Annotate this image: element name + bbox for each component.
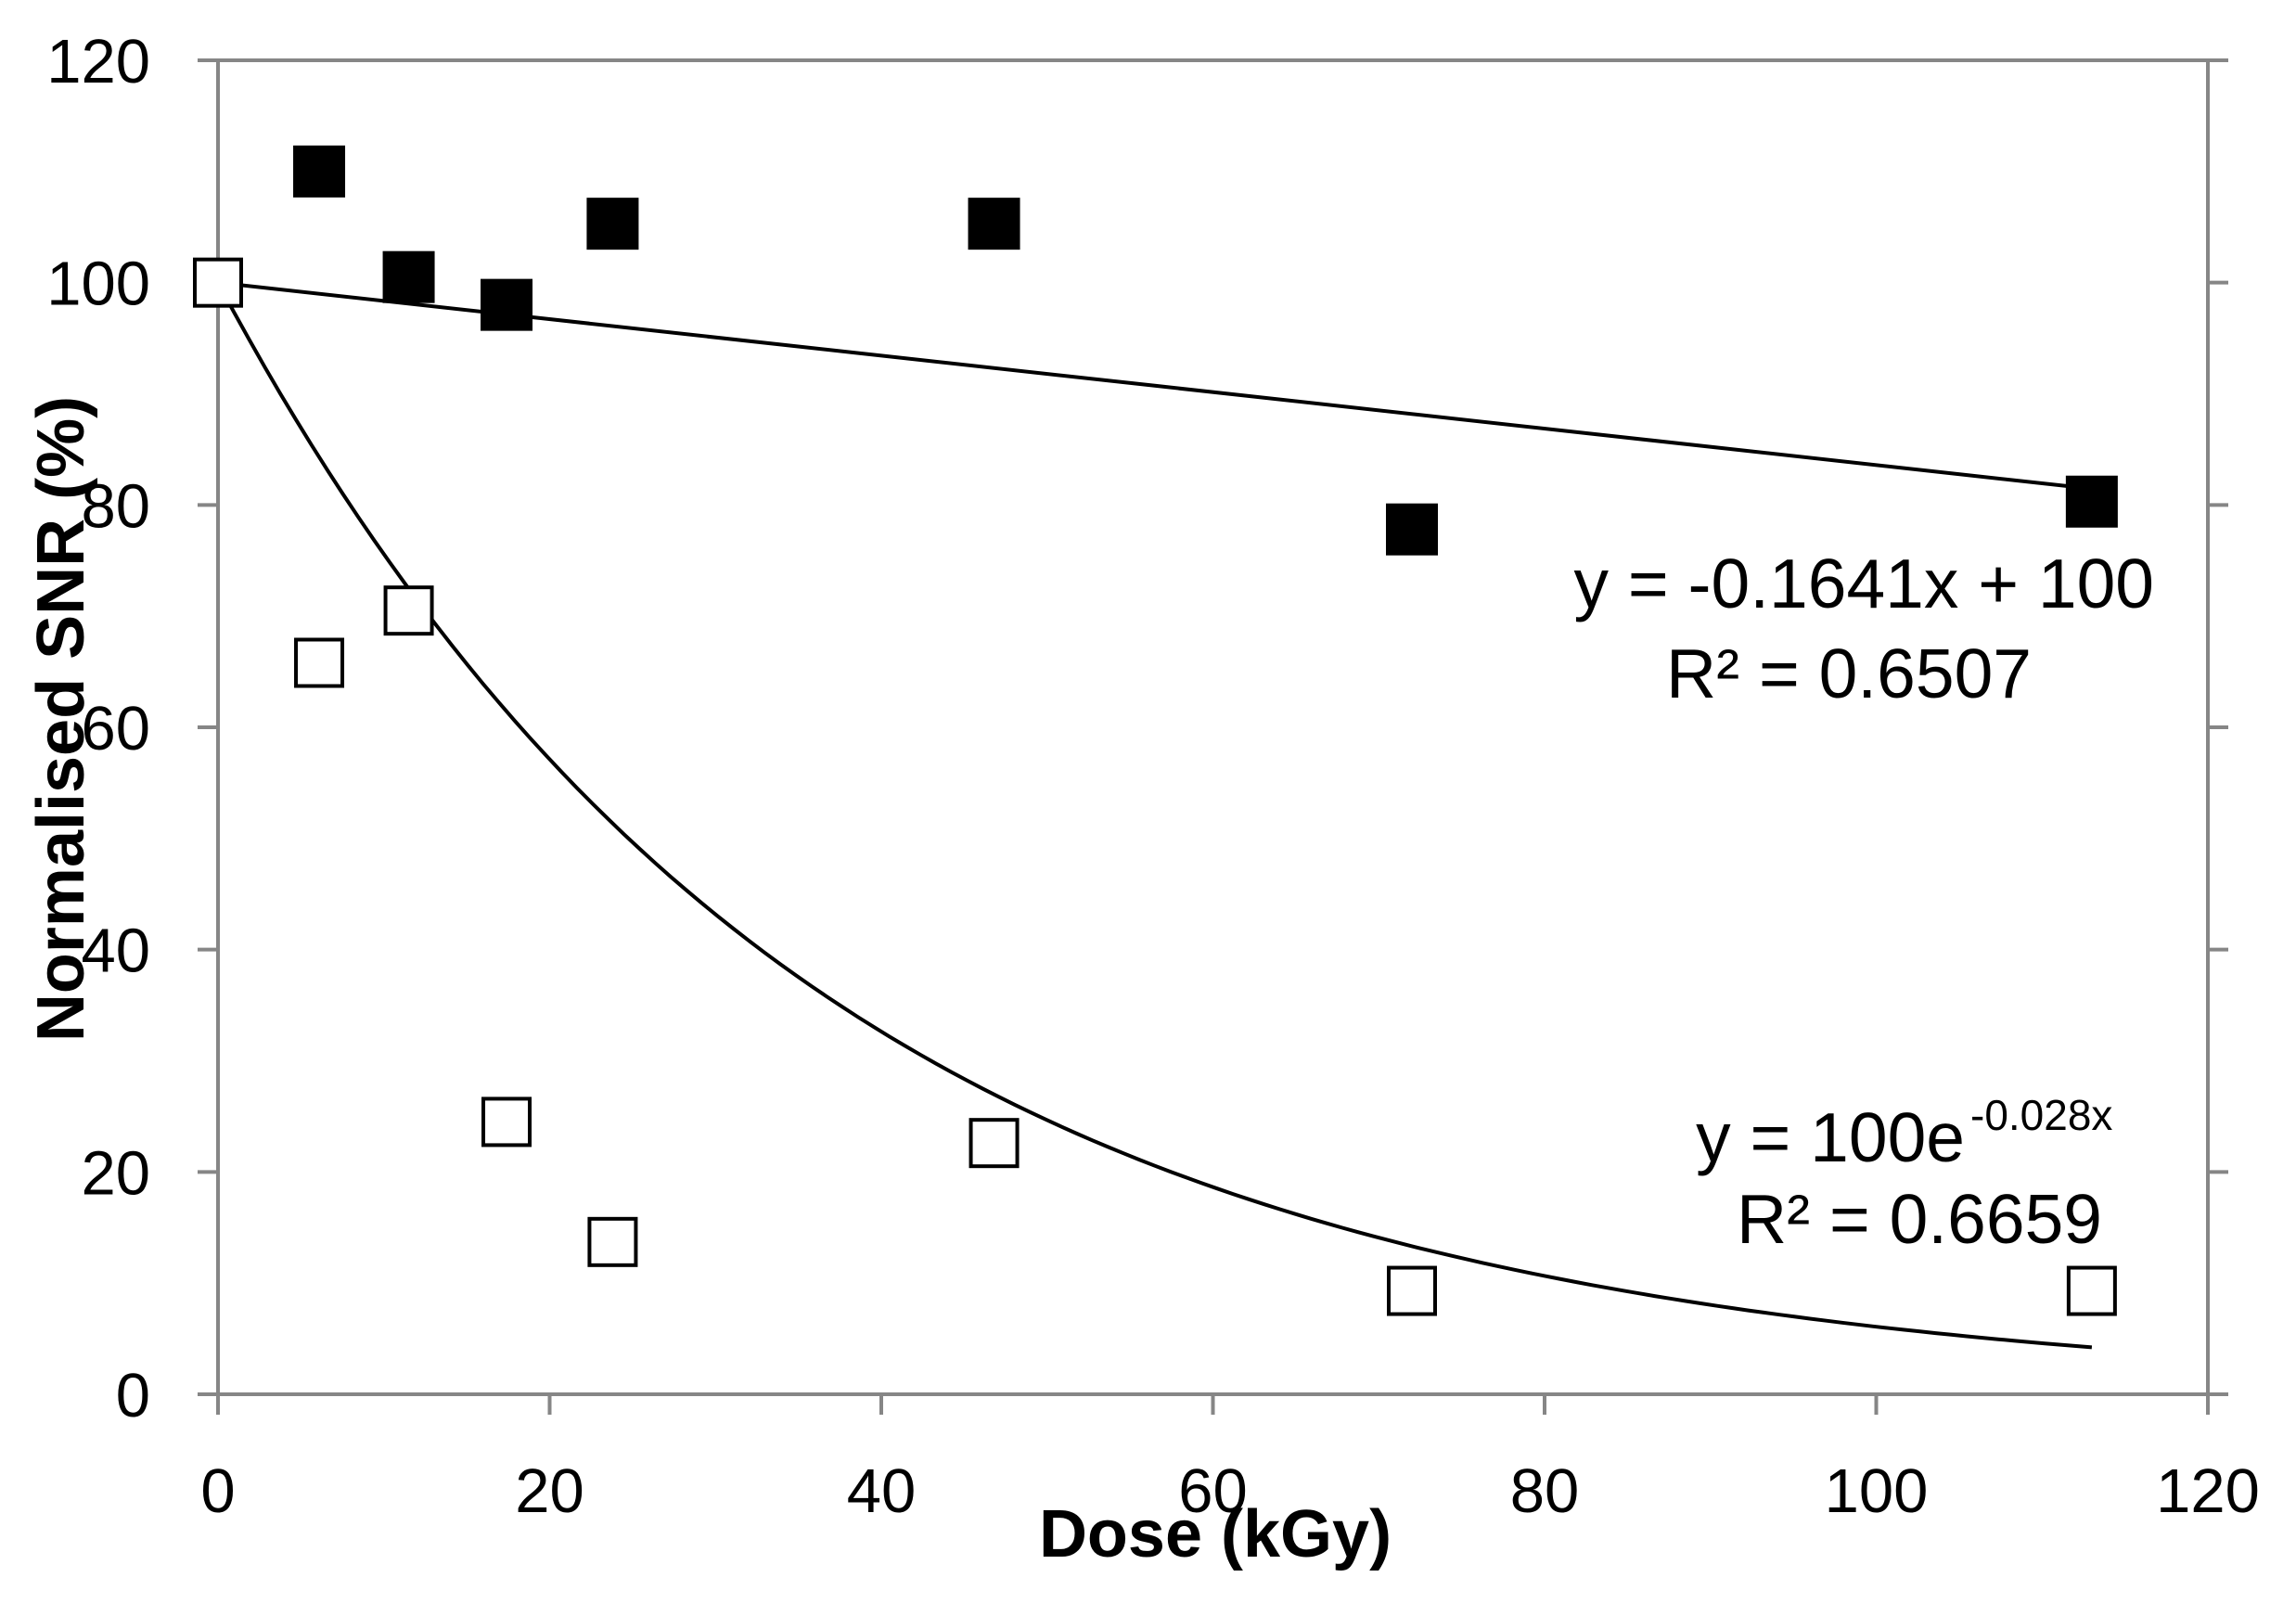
linear-trend-r2: R² = 0.6507 <box>1666 635 2032 712</box>
open-square-marker <box>2066 1265 2117 1316</box>
filled-square-marker <box>481 278 533 331</box>
filled-square-marker <box>382 250 435 303</box>
open-square-marker <box>294 637 345 688</box>
y-tick-labels: 0 20 40 60 80 100 120 <box>46 27 150 1430</box>
exp-trend-exponent: -0.028x <box>1970 1091 2112 1139</box>
x-tick-label: 0 <box>200 1456 235 1526</box>
exp-trend-equation: y = 100e <box>1696 1098 1965 1176</box>
y-axis-title: Normalised SNR (%) <box>24 396 98 1042</box>
open-square-marker <box>193 257 243 308</box>
filled-square-marker <box>2065 475 2118 528</box>
y-tick-label: 20 <box>81 1138 150 1208</box>
y-tick-label: 60 <box>81 694 150 763</box>
y-tick-label: 40 <box>81 917 150 986</box>
x-tick-label: 40 <box>847 1456 917 1526</box>
linear-trend-equation: y = -0.1641x + 100 <box>1574 545 2154 622</box>
open-square-marker <box>383 585 434 636</box>
filled-square-marker <box>1386 503 1438 556</box>
open-square-marker <box>968 1118 1020 1169</box>
x-tick-label: 120 <box>2156 1456 2260 1526</box>
x-tick-label: 100 <box>1825 1456 1929 1526</box>
x-axis-title: Dose (kGy) <box>1039 1497 1392 1571</box>
exponential-trendline <box>216 281 2093 1350</box>
filled-square-marker <box>968 198 1020 250</box>
open-square-marker <box>481 1096 532 1148</box>
x-tick-label: 80 <box>1510 1456 1580 1526</box>
data-markers <box>193 145 2118 1316</box>
y-tick-label: 120 <box>46 27 150 96</box>
axes <box>198 58 2228 1415</box>
y-tick-label: 100 <box>46 250 150 319</box>
x-tick-label: 60 <box>1178 1456 1248 1526</box>
filled-square-marker <box>586 198 639 250</box>
x-tick-labels: 0 20 40 60 80 100 120 <box>200 1456 2260 1526</box>
x-tick-label: 20 <box>515 1456 584 1526</box>
y-tick-label: 0 <box>116 1361 150 1430</box>
exp-trend-r2: R² = 0.6659 <box>1737 1180 2102 1258</box>
y-tick-label: 80 <box>81 471 150 541</box>
open-square-marker <box>587 1216 638 1267</box>
filled-square-marker <box>293 145 346 198</box>
open-square-marker <box>1387 1265 1437 1316</box>
